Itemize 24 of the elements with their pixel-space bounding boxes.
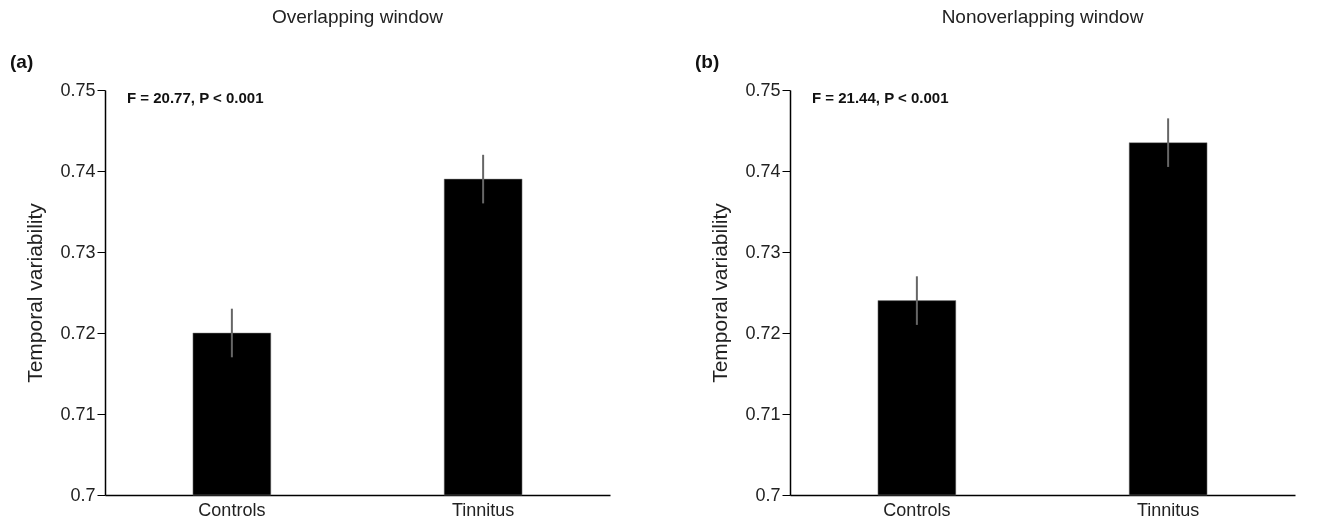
y-tick-label: 0.74	[745, 160, 781, 181]
x-tick-label: Controls	[198, 499, 266, 519]
x-tick-label: Tinnitus	[451, 499, 515, 519]
y-tick-label: 0.75	[745, 79, 781, 100]
x-tick-label: Controls	[883, 499, 951, 519]
x-tick-label: Tinnitus	[1136, 499, 1200, 519]
y-tick-label: 0.72	[745, 322, 781, 343]
y-tick-label: 0.71	[745, 403, 781, 424]
text: (b)	[695, 51, 720, 72]
text: (a)	[10, 51, 34, 72]
annotation: F = 21.44, P < 0.001	[812, 89, 949, 106]
chart-title: Nonoverlapping window	[941, 6, 1144, 27]
y-tick-label: 0.73	[60, 241, 96, 262]
y-tick-label: 0.7	[70, 484, 96, 505]
y-tick-label: 0.73	[745, 241, 781, 262]
chart-title: Overlapping window	[271, 6, 444, 27]
y-tick-label: 0.7	[755, 484, 781, 505]
y-tick-label: 0.74	[60, 160, 96, 181]
y-axis-title: Temporal variability	[23, 202, 47, 383]
y-tick-label: 0.75	[60, 79, 96, 100]
y-axis-title: Temporal variability	[708, 202, 732, 383]
y-tick-label: 0.72	[60, 322, 96, 343]
y-tick-label: 0.71	[60, 403, 96, 424]
annotation: F = 20.77, P < 0.001	[127, 89, 264, 106]
